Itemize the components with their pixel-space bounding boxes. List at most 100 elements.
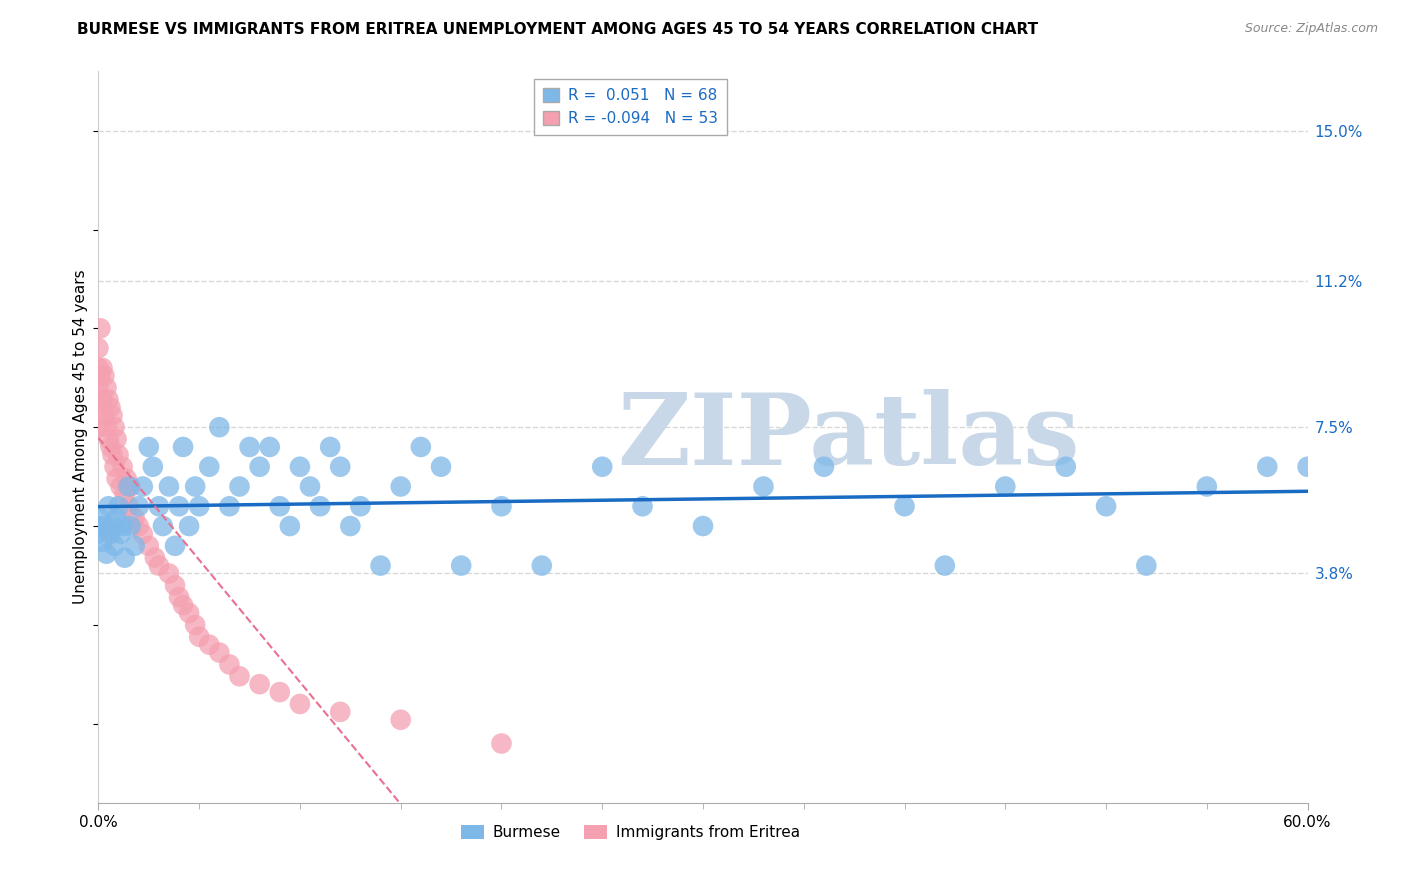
Point	[143, 550, 166, 565]
Point	[249, 677, 271, 691]
Point	[91, 392, 114, 407]
Point	[97, 500, 120, 514]
Point	[491, 737, 513, 751]
Point	[319, 440, 342, 454]
Point	[132, 527, 155, 541]
Point	[87, 420, 110, 434]
Point	[89, 368, 111, 383]
Text: BURMESE VS IMMIGRANTS FROM ERITREA UNEMPLOYMENT AMONG AGES 45 TO 54 YEARS CORREL: BURMESE VS IMMIGRANTS FROM ERITREA UNEMP…	[77, 22, 1039, 37]
Point	[530, 558, 553, 573]
Point	[218, 657, 240, 672]
Point	[172, 440, 194, 454]
Point	[228, 479, 250, 493]
Point	[339, 519, 361, 533]
Point	[142, 459, 165, 474]
Point	[118, 500, 141, 514]
Point	[101, 409, 124, 423]
Point	[124, 539, 146, 553]
Point	[97, 432, 120, 446]
Point	[91, 534, 114, 549]
Point	[93, 519, 115, 533]
Point	[631, 500, 654, 514]
Point	[115, 472, 138, 486]
Point	[96, 547, 118, 561]
Point	[114, 550, 136, 565]
Point	[1095, 500, 1118, 514]
Point	[184, 479, 207, 493]
Point	[97, 392, 120, 407]
Point	[163, 578, 186, 592]
Point	[120, 479, 142, 493]
Point	[813, 459, 835, 474]
Point	[299, 479, 322, 493]
Point	[228, 669, 250, 683]
Point	[1296, 459, 1319, 474]
Point	[172, 598, 194, 612]
Point	[93, 409, 115, 423]
Point	[349, 500, 371, 514]
Point	[87, 341, 110, 355]
Point	[118, 479, 141, 493]
Point	[1195, 479, 1218, 493]
Point	[208, 646, 231, 660]
Point	[120, 519, 142, 533]
Point	[1256, 459, 1278, 474]
Point	[148, 500, 170, 514]
Text: ZIPatlas: ZIPatlas	[617, 389, 1080, 485]
Point	[138, 440, 160, 454]
Point	[409, 440, 432, 454]
Point	[370, 558, 392, 573]
Point	[152, 519, 174, 533]
Point	[157, 566, 180, 581]
Point	[184, 618, 207, 632]
Point	[167, 591, 190, 605]
Point	[288, 697, 311, 711]
Point	[450, 558, 472, 573]
Point	[288, 459, 311, 474]
Point	[278, 519, 301, 533]
Point	[101, 448, 124, 462]
Point	[188, 500, 211, 514]
Point	[87, 360, 110, 375]
Point	[591, 459, 613, 474]
Point	[103, 539, 125, 553]
Point	[491, 500, 513, 514]
Point	[994, 479, 1017, 493]
Point	[124, 511, 146, 525]
Point	[110, 479, 132, 493]
Point	[87, 401, 110, 415]
Point	[107, 500, 129, 514]
Point	[128, 519, 150, 533]
Point	[89, 321, 111, 335]
Point	[430, 459, 453, 474]
Point	[329, 459, 352, 474]
Point	[110, 527, 132, 541]
Point	[100, 527, 122, 541]
Point	[105, 472, 128, 486]
Point	[752, 479, 775, 493]
Point	[87, 381, 110, 395]
Point	[239, 440, 262, 454]
Point	[179, 606, 201, 620]
Point	[269, 685, 291, 699]
Point	[389, 479, 412, 493]
Point	[148, 558, 170, 573]
Point	[128, 500, 150, 514]
Point	[103, 459, 125, 474]
Point	[87, 527, 110, 541]
Point	[96, 420, 118, 434]
Y-axis label: Unemployment Among Ages 45 to 54 years: Unemployment Among Ages 45 to 54 years	[73, 269, 89, 605]
Point	[103, 420, 125, 434]
Point	[111, 519, 134, 533]
Point	[96, 381, 118, 395]
Point	[179, 519, 201, 533]
Point	[93, 368, 115, 383]
Point	[105, 432, 128, 446]
Point	[1054, 459, 1077, 474]
Point	[105, 511, 128, 525]
Point	[198, 459, 221, 474]
Point	[89, 511, 111, 525]
Legend: Burmese, Immigrants from Eritrea: Burmese, Immigrants from Eritrea	[454, 819, 806, 847]
Point	[198, 638, 221, 652]
Point	[107, 448, 129, 462]
